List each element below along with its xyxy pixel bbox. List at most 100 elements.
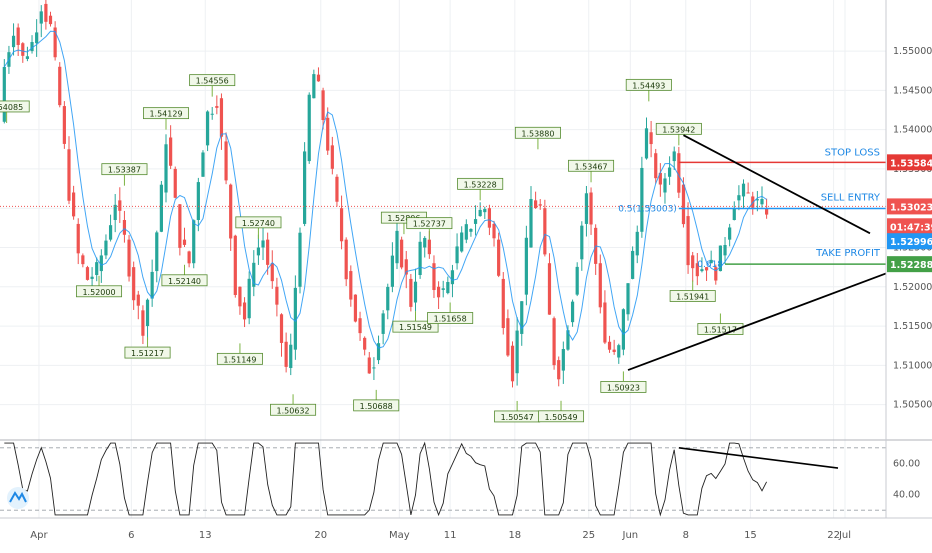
candle-body-118 xyxy=(547,263,552,315)
pivot-label-box-19 xyxy=(568,159,615,172)
pivot-label-10: 1.50688 xyxy=(360,402,393,411)
price-tick-2: 1.54000 xyxy=(893,125,932,136)
pivot-label-box-21 xyxy=(625,78,672,91)
candle-body-122 xyxy=(566,330,570,350)
candle-body-113 xyxy=(524,237,528,295)
pivot-label-box-5 xyxy=(161,274,208,287)
candle-body-87 xyxy=(404,259,408,275)
pivot-label-box-8 xyxy=(235,216,282,229)
candle-body-135 xyxy=(626,283,630,315)
pivot-label-11: 1.52806 xyxy=(387,214,420,223)
candle-body-105 xyxy=(487,208,492,228)
candle-body-31 xyxy=(145,299,150,327)
candle-body-35 xyxy=(164,144,168,193)
rsi-panel: 60.00 40.00 xyxy=(0,439,932,519)
candle-body-28 xyxy=(132,267,136,301)
axes: 1.550001.545001.540001.535001.530001.525… xyxy=(0,0,932,541)
time-label-12: Jul xyxy=(838,530,851,541)
pivot-label-4: 1.54129 xyxy=(149,110,182,119)
pivot-label-box-15 xyxy=(457,177,504,190)
price-tag-0 xyxy=(887,154,932,171)
price-tag-text-4: 1.52288 xyxy=(890,260,932,271)
pivot-label-box-3 xyxy=(124,346,171,359)
candle-body-101 xyxy=(469,228,473,232)
overlays: 1.54085 1.52000 1.53387 1.51217 1.54129 1.521… xyxy=(0,30,887,423)
candle-body-164 xyxy=(760,199,764,205)
candle-body-143 xyxy=(663,178,667,193)
candle-body-133 xyxy=(617,345,621,358)
candle-body-144 xyxy=(667,167,672,177)
pivot-label-box-12 xyxy=(406,217,453,230)
candle-body-51 xyxy=(238,286,242,307)
candle-body-138 xyxy=(640,167,644,232)
candle-body-95 xyxy=(441,288,445,290)
pivot-label-box-7 xyxy=(216,352,263,365)
candle-body-108 xyxy=(501,278,505,329)
pivot-label-5: 1.52140 xyxy=(168,277,201,286)
candle-body-45 xyxy=(210,113,214,115)
candle-body-152 xyxy=(704,267,709,271)
candle-body-148 xyxy=(686,216,690,266)
candle-body-139 xyxy=(644,128,649,159)
candle-body-165 xyxy=(765,208,769,215)
time-label-3: 20 xyxy=(314,530,327,541)
pivot-label-8: 1.52740 xyxy=(242,219,275,228)
pivot-label-13: 1.51549 xyxy=(399,323,432,332)
candles xyxy=(2,0,769,388)
candle-body-55 xyxy=(256,247,261,256)
candle-body-115 xyxy=(534,200,538,209)
candle-body-3 xyxy=(16,27,20,45)
candle-body-131 xyxy=(607,341,612,350)
price-tick-7: 1.51500 xyxy=(893,321,932,332)
candle-body-163 xyxy=(755,199,759,201)
candle-body-30 xyxy=(141,310,145,336)
candle-body-34 xyxy=(159,184,163,232)
candle-body-54 xyxy=(252,262,256,287)
candle-body-85 xyxy=(395,230,399,264)
candle-body-18 xyxy=(85,267,90,280)
candle-body-126 xyxy=(584,193,589,224)
pivot-label-15: 1.53228 xyxy=(464,180,497,189)
time-label-2: 13 xyxy=(199,530,212,541)
candle-body-88 xyxy=(409,278,413,307)
candle-body-7 xyxy=(35,32,39,44)
candle-body-72 xyxy=(335,176,339,202)
candle-body-137 xyxy=(635,231,639,256)
candle-body-91 xyxy=(423,237,427,248)
candle-body-145 xyxy=(672,151,676,162)
candle-body-77 xyxy=(358,318,362,334)
price-tag-text-1: 1.53023 xyxy=(890,202,932,213)
candle-body-158 xyxy=(732,208,736,220)
pivot-label-box-1 xyxy=(76,285,123,298)
candle-body-94 xyxy=(436,286,441,298)
candle-body-48 xyxy=(224,141,228,181)
candle-body-20 xyxy=(95,262,99,275)
rsi-tick-0: 60.00 xyxy=(893,458,920,469)
pivot-label-3: 1.51217 xyxy=(131,349,164,358)
candle-body-50 xyxy=(233,235,237,295)
pivot-label-12: 1.52737 xyxy=(413,220,446,229)
time-label-9: 8 xyxy=(683,530,689,541)
candle-body-52 xyxy=(242,302,247,320)
candle-body-21 xyxy=(99,255,103,272)
candle-body-127 xyxy=(589,192,593,225)
candle-body-22 xyxy=(104,240,108,256)
price-tag-text-3: 1.52996 xyxy=(890,237,932,248)
candle-body-42 xyxy=(196,182,200,220)
price-tick-1: 1.54500 xyxy=(893,85,932,96)
candle-body-100 xyxy=(464,224,468,240)
candle-body-134 xyxy=(621,309,625,350)
candle-body-82 xyxy=(381,313,385,334)
candle-body-36 xyxy=(169,137,173,166)
fib-0618-label: 0.618 xyxy=(697,260,723,270)
candle-body-25 xyxy=(118,200,122,211)
candle-body-39 xyxy=(182,239,187,245)
candle-body-27 xyxy=(127,239,131,277)
price-tag-2 xyxy=(887,218,932,235)
candle-body-73 xyxy=(339,208,344,242)
candle-body-75 xyxy=(349,271,353,300)
candle-body-97 xyxy=(450,270,455,285)
candle-body-44 xyxy=(205,111,210,146)
candle-body-116 xyxy=(538,204,542,206)
candle-body-17 xyxy=(81,255,85,265)
